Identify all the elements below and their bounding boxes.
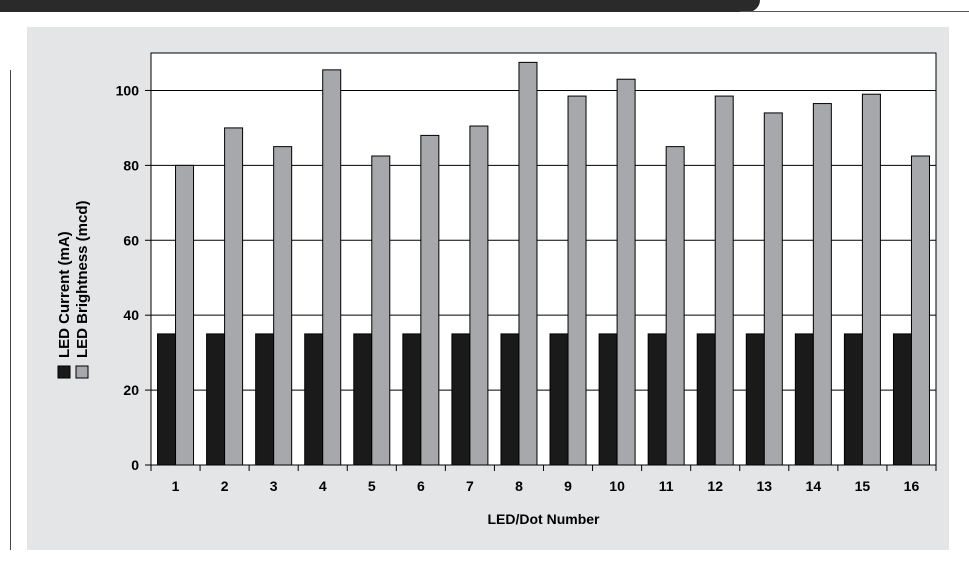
y-tick-label: 20	[123, 382, 139, 398]
bar-led-brightness	[616, 78, 636, 466]
bars	[157, 61, 930, 466]
bar-led-brightness	[861, 93, 881, 466]
header-rule	[740, 11, 969, 12]
x-tick-label: 16	[904, 478, 920, 494]
bar-led-current	[255, 333, 275, 466]
bar-led-current	[745, 333, 765, 466]
legend-swatch-current	[57, 365, 71, 379]
x-tick-label: 7	[466, 478, 474, 494]
bar-led-current	[402, 333, 422, 466]
bar-led-brightness	[812, 103, 832, 466]
bar-led-current	[451, 333, 471, 466]
x-tick-label: 5	[368, 478, 376, 494]
x-tick-label: 8	[515, 478, 523, 494]
bar-led-current	[500, 333, 520, 466]
x-tick-label: 6	[417, 478, 425, 494]
legend-label-brightness: LED Brightness (mcd)	[74, 200, 91, 358]
bar-led-brightness	[469, 125, 489, 466]
legend: LED Current (mA) LED Brightness (mcd)	[56, 200, 91, 379]
bar-led-brightness	[763, 112, 783, 466]
x-axis-title: LED/Dot Number	[488, 511, 601, 527]
bar-led-current	[892, 333, 912, 466]
legend-swatch-brightness	[75, 365, 89, 379]
x-tick-label: 3	[270, 478, 278, 494]
bar-led-brightness	[175, 164, 195, 466]
bar-led-brightness	[322, 69, 342, 466]
bar-led-brightness	[224, 127, 244, 466]
bar-led-brightness	[518, 61, 538, 466]
x-tick-label: 9	[564, 478, 572, 494]
header-bar	[0, 0, 760, 12]
bar-led-current	[206, 333, 226, 466]
bar-led-current	[647, 333, 667, 466]
bar-led-current	[696, 333, 716, 466]
y-tick-labels: 0 20 40 60 80 100	[116, 82, 140, 473]
x-tick-label: 15	[855, 478, 871, 494]
x-tick-label: 12	[707, 478, 723, 494]
bar-led-current	[304, 333, 324, 466]
y-tick-label: 0	[131, 457, 139, 473]
bar-led-brightness	[371, 155, 391, 466]
y-tick-label: 60	[123, 232, 139, 248]
x-tick-label: 1	[172, 478, 180, 494]
bar-led-current	[843, 333, 863, 466]
legend-group: LED Current (mA) LED Brightness (mcd)	[56, 200, 91, 379]
margin-rule	[10, 70, 11, 550]
y-tick-label: 100	[116, 82, 140, 98]
bar-led-brightness	[273, 146, 293, 466]
x-tick-labels: 1 2 3 4 5 6 7 8 9 10 11 12 13 14 15 16	[172, 478, 920, 494]
bar-led-current	[157, 333, 177, 466]
x-tick-label: 10	[609, 478, 625, 494]
bar-led-current	[353, 333, 373, 466]
bar-led-current	[794, 333, 814, 466]
bar-led-brightness	[910, 155, 930, 466]
bar-led-current	[549, 333, 569, 466]
axes	[145, 89, 937, 471]
x-tick-label: 13	[756, 478, 772, 494]
y-tick-label: 40	[123, 307, 139, 323]
bar-led-brightness	[567, 95, 587, 466]
x-tick-label: 4	[319, 478, 327, 494]
bar-led-brightness	[665, 146, 685, 466]
x-tick-label: 2	[221, 478, 229, 494]
legend-label-current: LED Current (mA)	[56, 231, 73, 358]
y-tick-label: 80	[123, 157, 139, 173]
bar-led-brightness	[420, 134, 440, 466]
x-tick-label: 14	[806, 478, 822, 494]
x-tick-label: 11	[659, 478, 674, 494]
bar-led-current	[598, 333, 618, 466]
bar-led-brightness	[714, 95, 734, 466]
